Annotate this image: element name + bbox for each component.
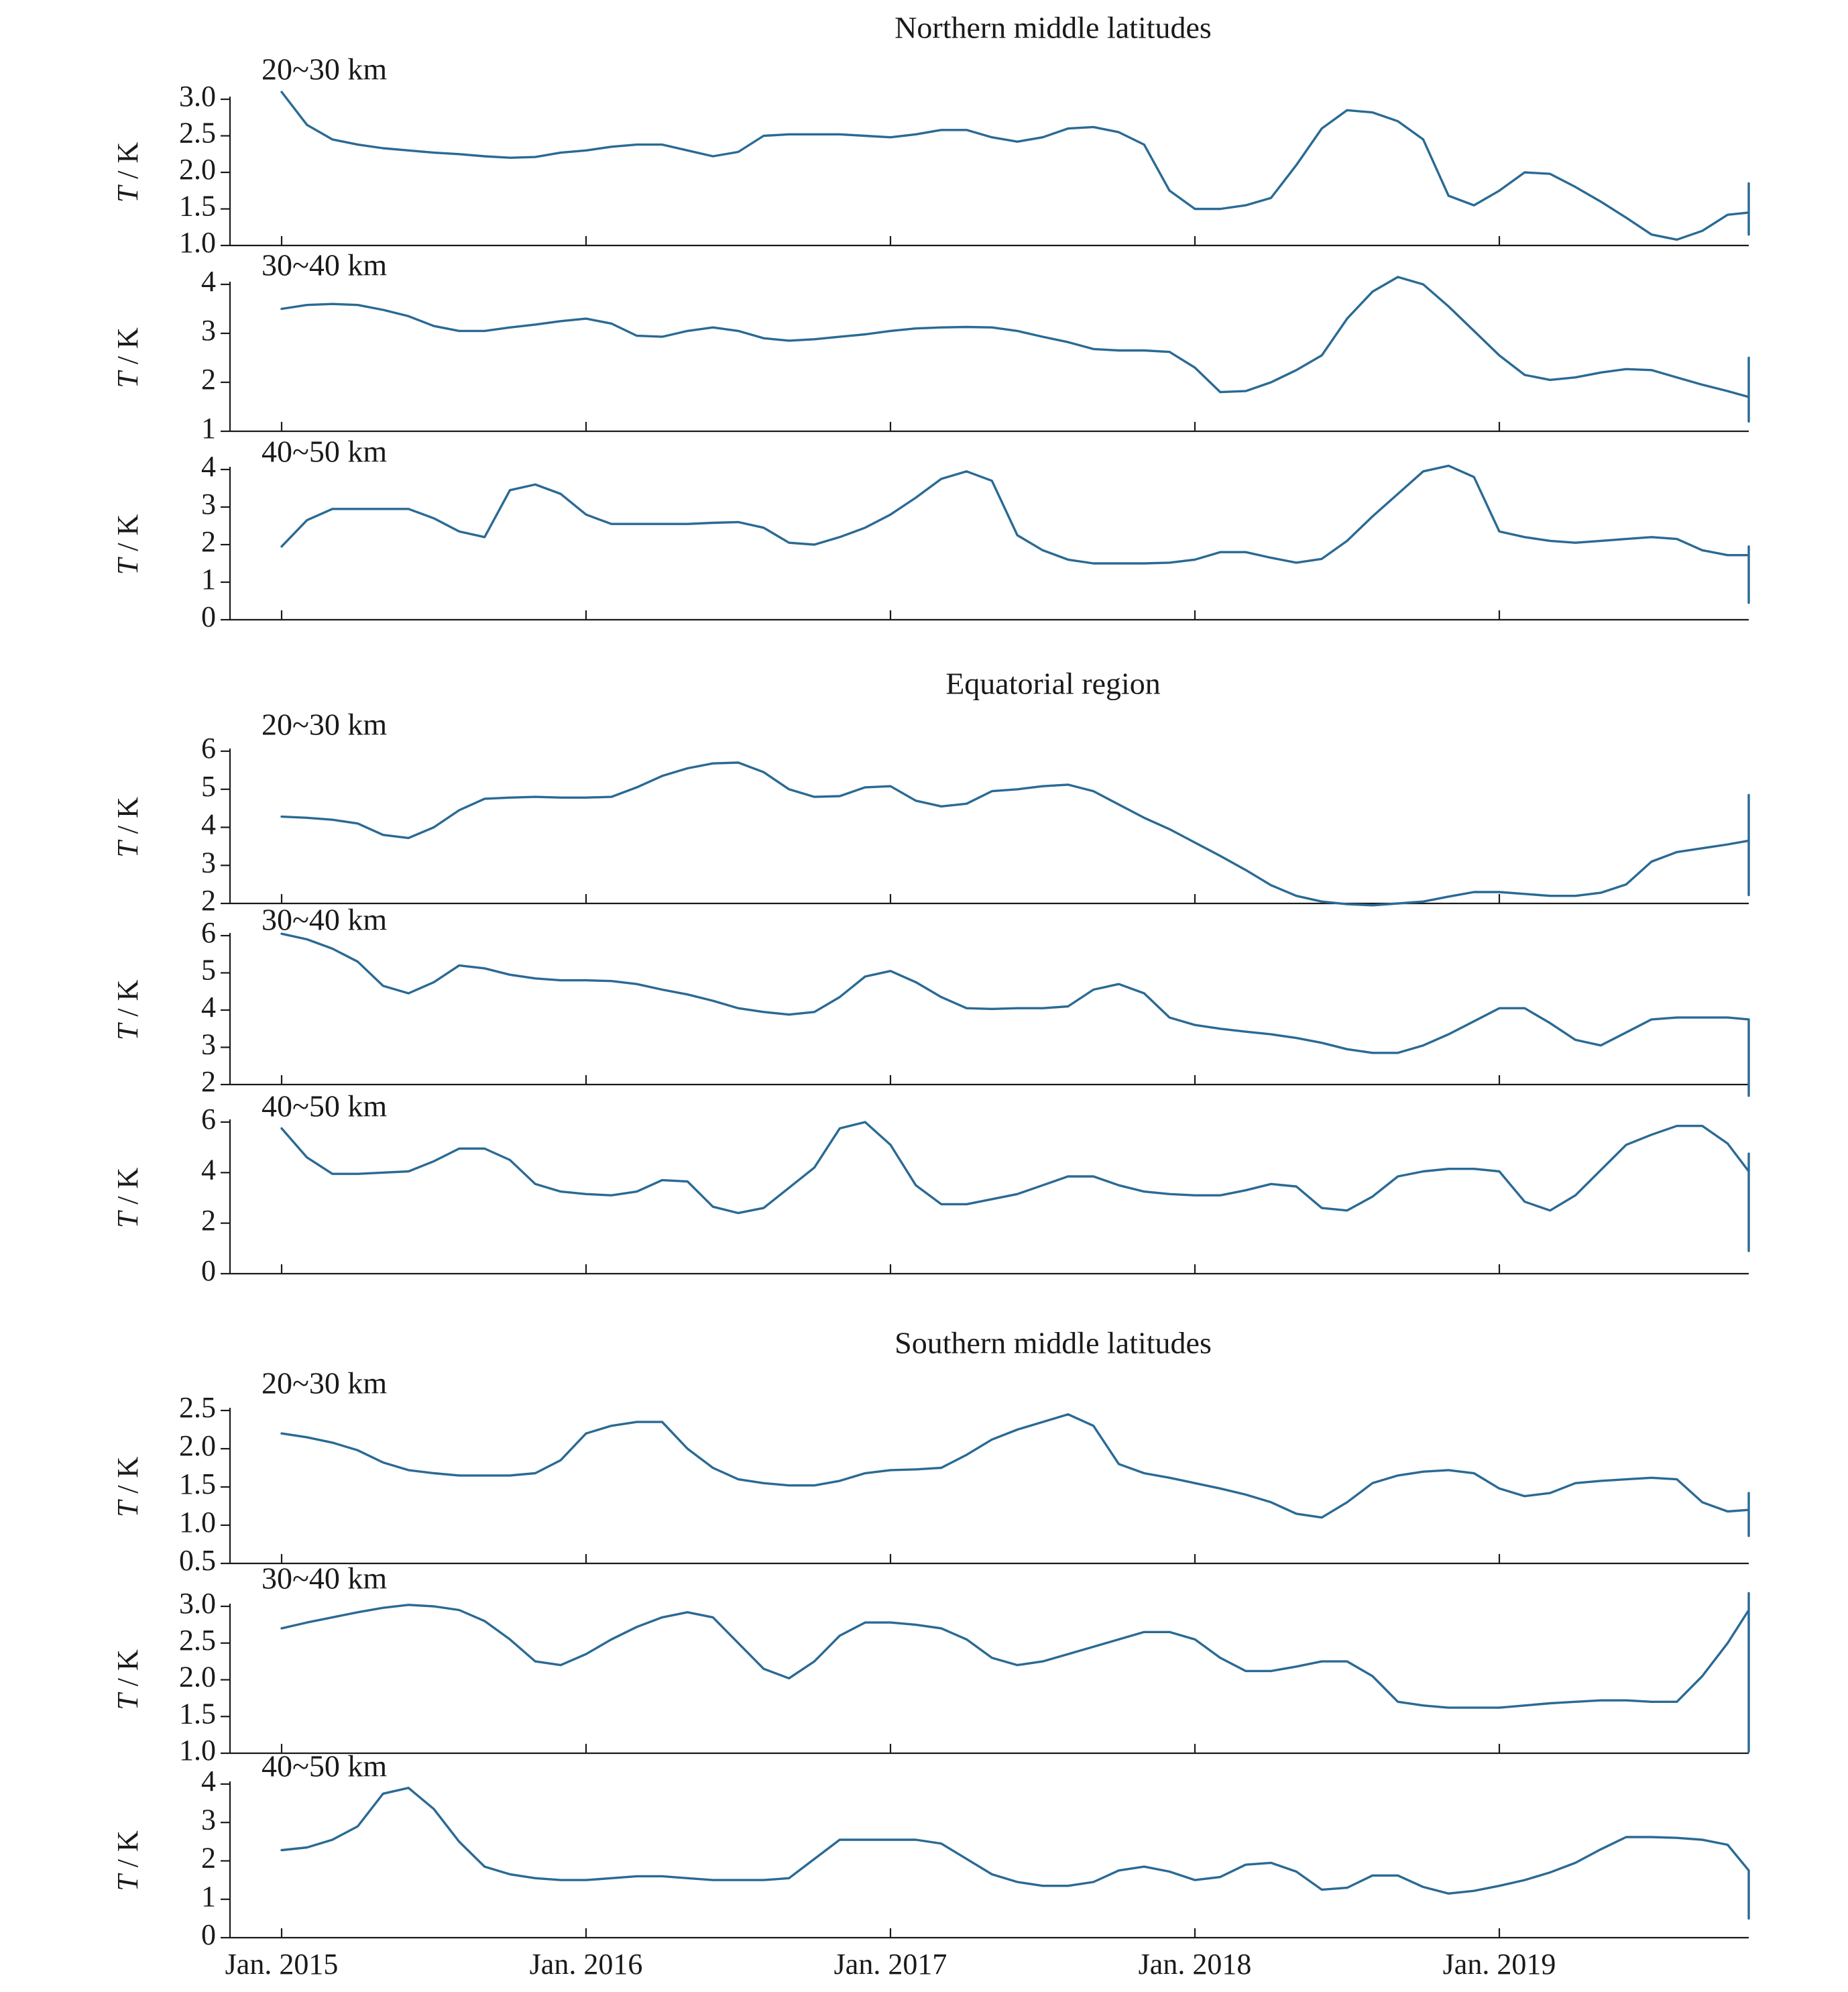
y-tick-label: 6 (201, 1103, 216, 1136)
panel-2-1: 3.0 2.5 2.01.5 1.0 T / K 30~40 km (111, 1561, 1750, 1767)
panel-0-1: 4 3 2 1 T / K 30~40 km (111, 248, 1750, 445)
panel-label: 30~40 km (262, 903, 387, 937)
y-tick-label: 5 (201, 770, 216, 803)
y-tick-label: 2.0 (179, 1661, 216, 1694)
y-tick-label: 6 (201, 732, 216, 765)
panel-0-2: 4 3 2 1 0 T / K 40~50 km (111, 435, 1750, 633)
y-tick-label: 2.5 (179, 117, 216, 150)
series-line (280, 932, 1750, 1097)
y-tick-label: 2 (201, 525, 216, 558)
panel-label: 40~50 km (262, 1089, 387, 1123)
y-tick-label: 2.0 (179, 1429, 216, 1462)
panel-2-0: 2.5 2.0 1.5 1.0 0.5 T / K 20~30 km (111, 1366, 1750, 1577)
y-tick-label: 3 (201, 846, 216, 879)
panel-2-2: 4 3 2 1 0 T / K 40~50 km (111, 1749, 1750, 1951)
y-tick-label: 3 (201, 314, 216, 347)
group-title: Equatorial region (945, 667, 1161, 701)
y-tick-label: 0.5 (179, 1544, 216, 1577)
y-tick-label: 1 (201, 563, 216, 596)
y-axis-label: T / K (111, 797, 144, 858)
y-axis-label: T / K (111, 1649, 144, 1710)
x-tick-label: Jan. 2015 (225, 1948, 339, 1981)
y-tick-label: 1.0 (179, 226, 216, 259)
group-title: Southern middle latitudes (894, 1326, 1212, 1360)
series-line (280, 1413, 1750, 1537)
y-tick-label: 4 (201, 991, 216, 1023)
y-tick-label: 0 (201, 1918, 216, 1951)
series-line (280, 464, 1750, 604)
panel-label: 20~30 km (262, 708, 387, 742)
x-tick-label: Jan. 2017 (834, 1948, 947, 1981)
y-tick-label: 1.5 (179, 1697, 216, 1730)
y-tick-label: 3 (201, 488, 216, 520)
y-tick-label: 5 (201, 954, 216, 987)
y-tick-label: 1.0 (179, 1734, 216, 1767)
x-tick-label: Jan. 2018 (1139, 1948, 1252, 1981)
y-axis-label: T / K (111, 142, 144, 203)
panel-label: 30~40 km (262, 1561, 387, 1596)
y-tick-label: 2 (201, 363, 216, 396)
y-tick-label: 4 (201, 1765, 216, 1797)
y-tick-label: 1.0 (179, 1506, 216, 1539)
panel-1-2: 6 4 2 0 T / K 40~50 km (111, 1089, 1750, 1287)
y-tick-label: 3.0 (179, 1587, 216, 1620)
y-axis-label: T / K (111, 327, 144, 388)
series-line (280, 1786, 1750, 1920)
panel-label: 20~30 km (262, 52, 387, 87)
y-tick-label: 2 (201, 1204, 216, 1237)
y-axis-label: T / K (111, 980, 144, 1041)
y-tick-label: 3 (201, 1803, 216, 1836)
x-tick-label: Jan. 2019 (1443, 1948, 1556, 1981)
y-axis-label: T / K (111, 514, 144, 575)
panel-label: 40~50 km (262, 1749, 387, 1783)
series-line (280, 276, 1750, 423)
y-tick-label: 1 (201, 1880, 216, 1913)
series-line (280, 1121, 1750, 1252)
x-tick-label: Jan. 2016 (530, 1948, 643, 1981)
series-line (280, 761, 1750, 907)
y-axis-label: T / K (111, 1457, 144, 1518)
y-tick-label: 0 (201, 600, 216, 633)
y-tick-label: 0 (201, 1254, 216, 1287)
y-tick-label: 2 (201, 1065, 216, 1098)
y-tick-label: 1.5 (179, 190, 216, 223)
y-tick-label: 2 (201, 884, 216, 917)
y-tick-label: 3.0 (179, 80, 216, 113)
y-tick-label: 3 (201, 1028, 216, 1061)
panel-label: 30~40 km (262, 248, 387, 282)
y-tick-label: 4 (201, 450, 216, 483)
panel-1-1: 6 5 4 3 2 T / K 30~40 km (111, 903, 1750, 1098)
y-tick-label: 1 (201, 412, 216, 445)
panel-1-0: 6 5 4 3 2 T / K 20~30 km (111, 708, 1750, 917)
series-line (280, 1592, 1750, 1753)
panel-label: 40~50 km (262, 435, 387, 469)
y-tick-label: 2.0 (179, 153, 216, 186)
y-tick-label: 4 (201, 265, 216, 298)
panel-0-0: 3.0 2.52.0 1.51.0 T / K 20~30 km (111, 52, 1750, 259)
y-tick-label: 2.5 (179, 1391, 216, 1424)
y-tick-label: 2.5 (179, 1624, 216, 1657)
panel-label: 20~30 km (262, 1366, 387, 1400)
y-tick-label: 4 (201, 808, 216, 841)
y-axis-label: T / K (111, 1830, 144, 1891)
y-tick-label: 6 (201, 916, 216, 949)
y-tick-label: 2 (201, 1842, 216, 1875)
y-tick-label: 4 (201, 1153, 216, 1186)
group-title: Northern middle latitudes (894, 11, 1212, 45)
series-line (280, 91, 1750, 241)
y-tick-label: 1.5 (179, 1468, 216, 1500)
y-axis-label: T / K (111, 1168, 144, 1229)
